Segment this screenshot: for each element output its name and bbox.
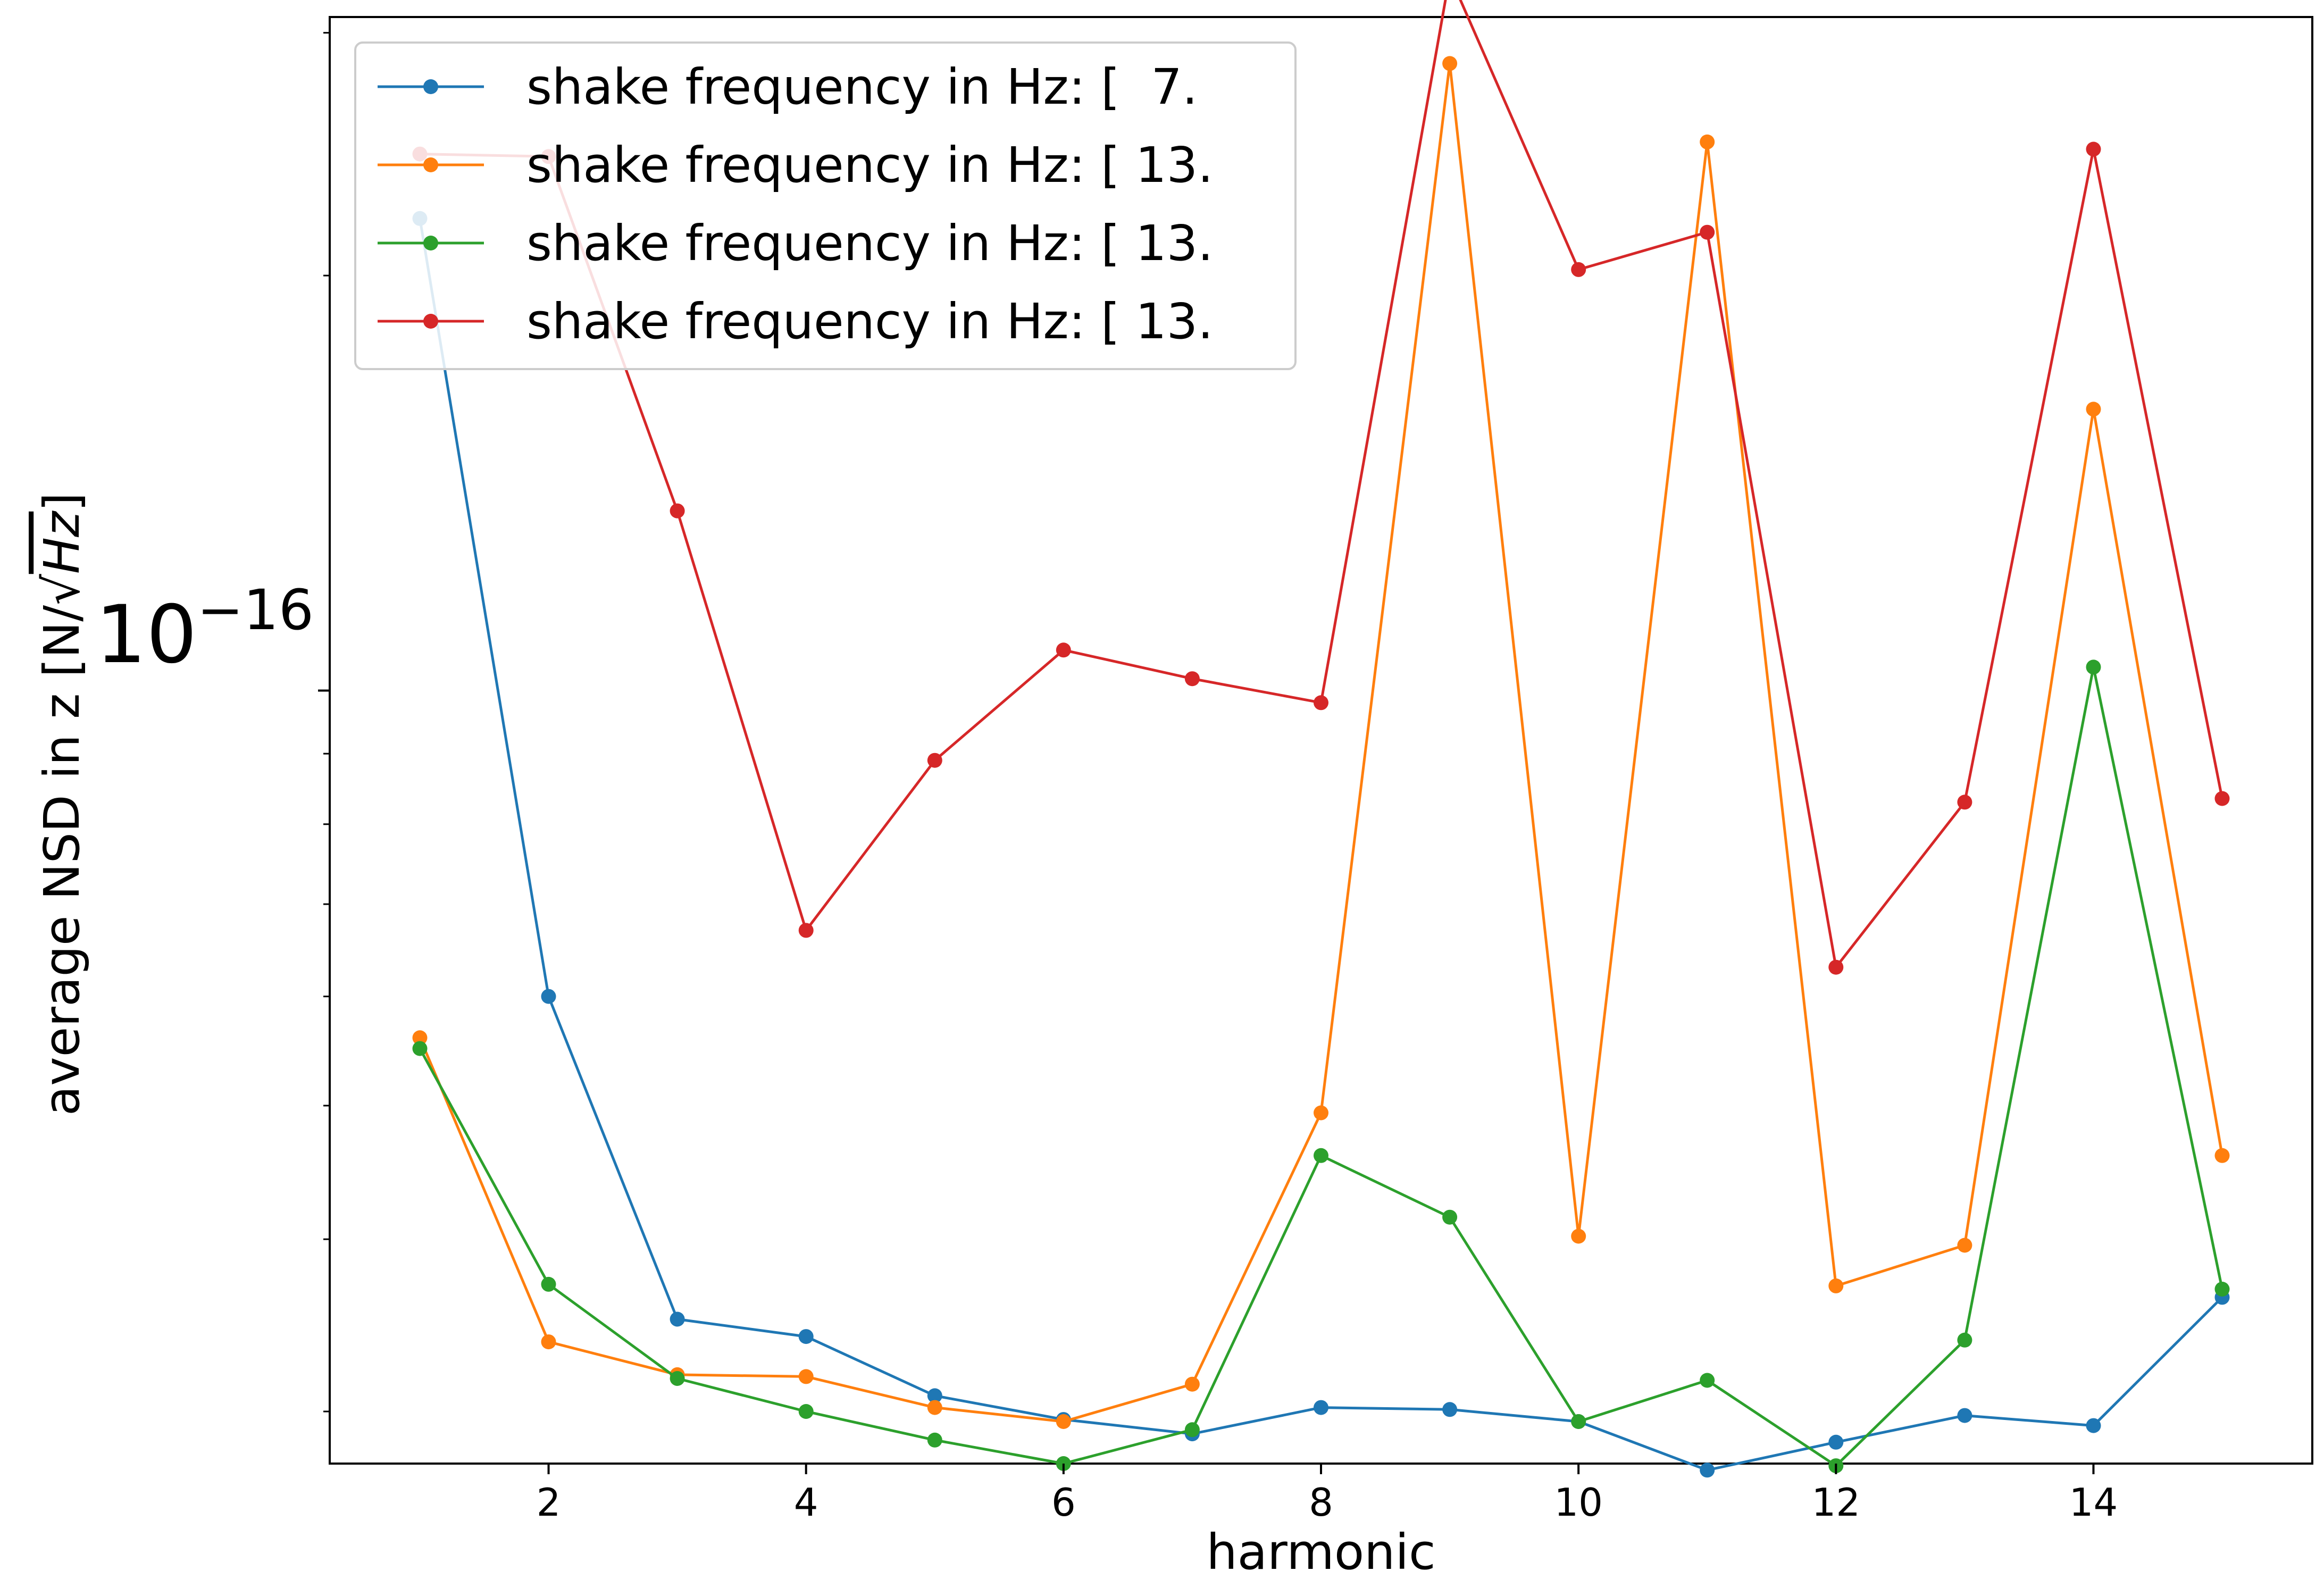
data-point — [1056, 1414, 1071, 1429]
legend-marker — [423, 157, 438, 172]
data-point — [2086, 1418, 2101, 1433]
data-point — [1700, 1373, 1715, 1388]
data-point — [798, 1329, 814, 1344]
legend-label: shake frequency in Hz: [ 13. — [526, 215, 1213, 272]
data-point — [1184, 1376, 1200, 1392]
data-point — [1957, 1238, 1972, 1253]
data-point — [2086, 141, 2101, 157]
legend: shake frequency in Hz: [ 7. shake frequen… — [354, 41, 1297, 370]
data-point — [1314, 695, 1328, 711]
data-point — [670, 1311, 685, 1327]
y-axis-unit-right: ] — [34, 492, 90, 512]
data-point — [927, 753, 942, 768]
data-point — [1828, 1434, 1844, 1450]
data-point — [541, 989, 556, 1004]
svg-text:10−16: 10−16 — [96, 578, 314, 681]
data-point — [798, 1404, 814, 1419]
x-axis-label: harmonic — [1206, 1524, 1435, 1581]
data-point — [927, 1400, 942, 1415]
legend-entries: shake frequency in Hz: [ 7. shake frequen… — [378, 59, 1213, 350]
y-major-tick-base: 10 — [96, 589, 197, 681]
data-point — [1700, 1463, 1715, 1478]
series-2 — [412, 56, 2230, 1429]
data-point — [541, 1334, 556, 1350]
y-major-tick-exponent: −16 — [197, 578, 314, 642]
data-point — [1700, 134, 1715, 149]
data-point — [1957, 795, 1972, 810]
data-point — [1314, 1400, 1328, 1415]
data-point — [927, 1432, 942, 1448]
data-point — [1571, 262, 1586, 277]
data-point — [1957, 1408, 1972, 1423]
y-axis-unit-left: [N/ — [34, 605, 90, 678]
legend-marker — [423, 236, 438, 250]
legend-label: shake frequency in Hz: [ 7. — [526, 59, 1198, 115]
y-axis-unit-sqrt-arg: Hz — [34, 511, 90, 574]
data-point — [2214, 1282, 2230, 1297]
y-axis-unit-sqrt-sign: √ — [34, 574, 90, 605]
data-point — [1957, 1332, 1972, 1348]
data-point — [1571, 1229, 1586, 1244]
legend-entry-2: shake frequency in Hz: [ 13. — [378, 137, 1213, 194]
data-point — [1442, 1402, 1458, 1417]
legend-label: shake frequency in Hz: [ 13. — [526, 137, 1213, 194]
x-tick-label: 4 — [794, 1480, 818, 1525]
legend-entry-3: shake frequency in Hz: [ 13. — [378, 215, 1213, 272]
data-point — [2086, 659, 2101, 675]
data-point — [2214, 1148, 2230, 1163]
data-point — [1442, 56, 1458, 71]
data-point — [1571, 1414, 1586, 1429]
legend-entry-1: shake frequency in Hz: [ 7. — [378, 59, 1198, 115]
data-point — [1056, 642, 1071, 658]
legend-marker — [423, 314, 438, 329]
y-major-tick-label: 10−16 — [96, 578, 314, 681]
x-tick-label: 8 — [1309, 1480, 1333, 1525]
x-tick-label: 6 — [1051, 1480, 1076, 1525]
data-point — [1314, 1148, 1328, 1163]
data-point — [1700, 224, 1715, 240]
data-point — [927, 1388, 942, 1403]
x-tick-label: 12 — [1811, 1480, 1860, 1525]
x-tick-label: 14 — [2069, 1480, 2118, 1525]
data-point — [670, 1371, 685, 1386]
data-point — [412, 1041, 428, 1056]
data-point — [2086, 402, 2101, 417]
ticks-layer: 2 4 6 8 10 12 14 — [318, 32, 2118, 1525]
y-axis-label-text: average NSD in z — [34, 693, 90, 1116]
data-point — [412, 1030, 428, 1046]
legend-label: shake frequency in Hz: [ 13. — [526, 293, 1213, 350]
x-tick-label: 2 — [537, 1480, 561, 1525]
series-layer — [412, 0, 2230, 1478]
data-point — [1184, 671, 1200, 687]
data-point — [1828, 959, 1844, 975]
data-point — [1184, 1422, 1200, 1438]
y-axis-label: average NSD in z [N/√Hz] — [34, 492, 90, 1116]
data-point — [1442, 1209, 1458, 1225]
legend-marker — [423, 79, 438, 94]
legend-box — [354, 41, 1297, 370]
data-point — [798, 923, 814, 938]
svg-text:average NSD in z[N/√Hz]: average NSD in z [N/√Hz] — [34, 492, 90, 1116]
data-point — [1314, 1105, 1328, 1121]
data-point — [541, 1276, 556, 1292]
data-point — [670, 503, 685, 519]
legend-entry-4: shake frequency in Hz: [ 13. — [378, 293, 1213, 350]
series-3 — [412, 659, 2230, 1474]
data-point — [1828, 1278, 1844, 1293]
x-tick-label: 10 — [1554, 1480, 1603, 1525]
data-point — [2214, 791, 2230, 806]
data-point — [798, 1369, 814, 1384]
